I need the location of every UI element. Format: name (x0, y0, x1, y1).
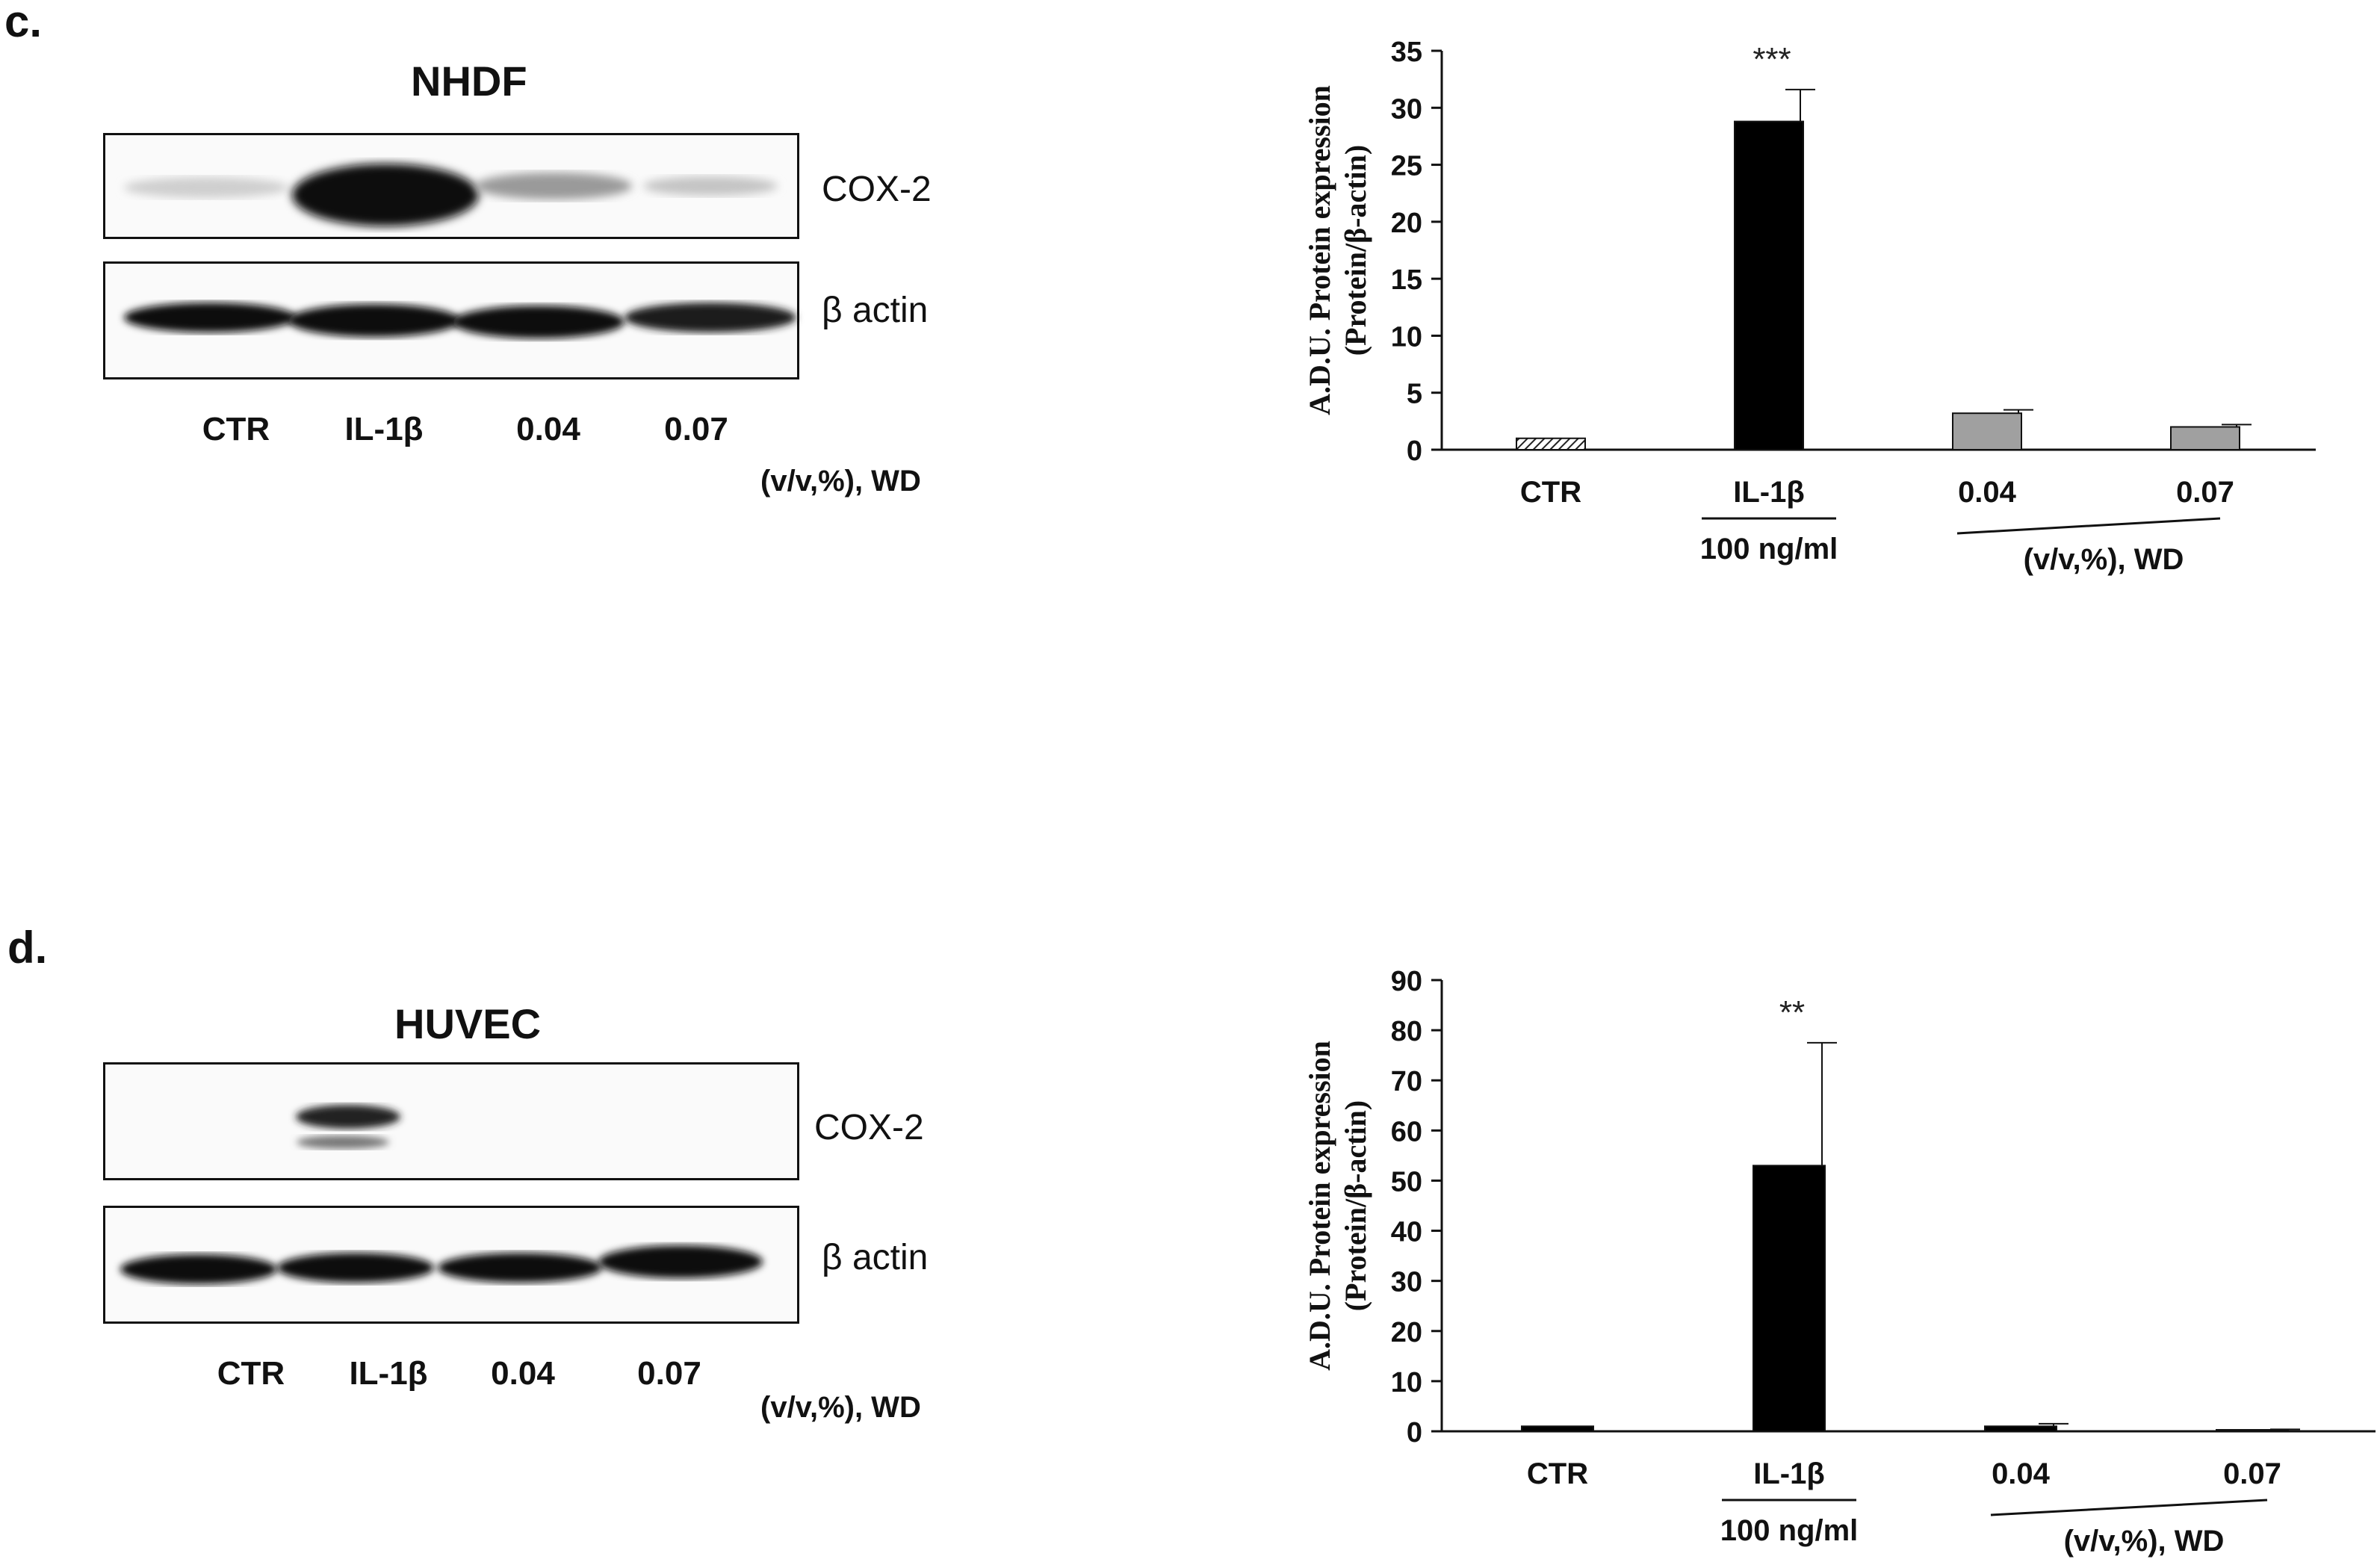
chart-d-svg: 0 10 20 30 40 50 60 70 80 90 A.D.U. Protein expres… (1303, 966, 2376, 1558)
chart-d-wd-unit-label: (v/v,%), WD (2064, 1525, 2225, 1558)
chart-d-y-tick-label: 60 (1391, 1116, 1422, 1147)
band-label-actin-huvec: β actin (822, 1238, 929, 1277)
chart-c-il1b-dose-label: 100 ng/ml (1700, 533, 1838, 565)
chart-d-x-tick-label-2: 0.04 (1992, 1457, 2051, 1490)
chart-c-y-tick-label: 30 (1391, 93, 1422, 125)
panel-letter-c: c. (4, 0, 43, 46)
blot-actin-nhdf (103, 261, 799, 379)
chart-d-y-tick-label: 90 (1391, 966, 1422, 997)
blot-unit-label-nhdf: (v/v,%), WD (760, 465, 921, 498)
chart-d-x-tick-label-1: IL-1β (1753, 1457, 1825, 1490)
blot-title-nhdf: NHDF (411, 58, 527, 105)
chart-c-y-label-line1: A.D.U. Protein expression (1303, 85, 1336, 415)
chart-c: 0 5 10 15 20 25 30 35 A.D.U. Protein expression(… (1225, 30, 2380, 598)
chart-c-y-tick-label: 20 (1391, 208, 1422, 239)
chart-d-y-tick-label: 70 (1391, 1066, 1422, 1097)
chart-c-bar-3 (2170, 426, 2240, 451)
chart-d-il1b-dose-label: 100 ng/ml (1720, 1514, 1859, 1547)
chart-c-y-tick-label: 0 (1407, 436, 1422, 467)
blot-actin-huvec (103, 1206, 799, 1324)
chart-c-x-tick-label-1: IL-1β (1733, 476, 1805, 509)
lane-label-004-nhdf: 0.04 (516, 411, 580, 447)
lane-label-ctr-huvec: CTR (217, 1355, 285, 1392)
chart-c-bar-2 (1952, 412, 2022, 450)
chart-c-wd-unit-label: (v/v,%), WD (2024, 543, 2184, 576)
chart-c-x-tick-label-0: CTR (1520, 476, 1581, 509)
lane-label-il1b-huvec: IL-1β (349, 1355, 428, 1392)
panel-letter-d: d. (7, 923, 48, 973)
chart-c-y-tick-label: 10 (1391, 321, 1422, 353)
chart-c-x-tick-label-3: 0.07 (2176, 476, 2234, 509)
chart-c-y-tick-label: 25 (1391, 151, 1422, 182)
band-label-cox2-nhdf: COX-2 (822, 170, 932, 209)
chart-c-y-tick-label: 35 (1391, 37, 1422, 68)
blot-cox2-huvec (103, 1062, 799, 1180)
lane-label-007-huvec: 0.07 (637, 1355, 701, 1392)
chart-c-x-tick-label-2: 0.04 (1958, 476, 2017, 509)
chart-c-wd-underline (1956, 517, 2221, 535)
chart-d: 0 10 20 30 40 50 60 70 80 90 A.D.U. Protein expres… (1225, 964, 2380, 1568)
lane-label-004-huvec: 0.04 (491, 1355, 555, 1392)
chart-d-y-tick-label: 20 (1391, 1317, 1422, 1348)
chart-c-significance-1: *** (1753, 41, 1791, 78)
chart-d-y-tick-label: 0 (1407, 1417, 1422, 1448)
chart-d-y-tick-label: 40 (1391, 1217, 1422, 1248)
chart-d-y-label-line2: (Protein/β-actin) (1339, 1100, 1372, 1311)
blot-title-huvec: HUVEC (394, 1000, 542, 1047)
chart-d-y-tick-label: 10 (1391, 1367, 1422, 1398)
blot-cox2-nhdf (103, 133, 799, 239)
chart-d-y-tick-label: 30 (1391, 1267, 1422, 1298)
chart-d-significance-1: ** (1779, 994, 1805, 1031)
lane-label-ctr-nhdf: CTR (202, 411, 270, 447)
band-label-actin-nhdf: β actin (822, 291, 929, 330)
chart-c-bar-0 (1516, 437, 1586, 451)
chart-d-y-tick-label: 80 (1391, 1016, 1422, 1047)
chart-c-y-tick-label: 15 (1391, 264, 1422, 296)
chart-d-x-tick-label-3: 0.07 (2223, 1457, 2281, 1490)
chart-d-wd-underline (1990, 1499, 2268, 1516)
band-label-cox2-huvec: COX-2 (814, 1108, 924, 1147)
blot-unit-label-huvec: (v/v,%), WD (760, 1391, 921, 1424)
chart-d-y-label-line1: A.D.U. Protein expression (1303, 1041, 1336, 1371)
lane-label-il1b-nhdf: IL-1β (344, 411, 424, 447)
chart-d-bar-1 (1753, 1165, 1826, 1432)
chart-d-bar-0 (1521, 1425, 1594, 1432)
lane-label-007-nhdf: 0.07 (664, 411, 728, 447)
chart-d-x-tick-label-0: CTR (1527, 1457, 1588, 1490)
chart-d-bar-3 (2216, 1428, 2289, 1433)
chart-c-y-tick-label: 5 (1407, 379, 1422, 410)
chart-c-y-label-line2: (Protein/β-actin) (1339, 145, 1372, 356)
chart-d-bar-2 (1984, 1425, 2057, 1432)
chart-d-y-tick-label: 50 (1391, 1166, 1422, 1197)
chart-c-bar-1 (1734, 120, 1804, 450)
